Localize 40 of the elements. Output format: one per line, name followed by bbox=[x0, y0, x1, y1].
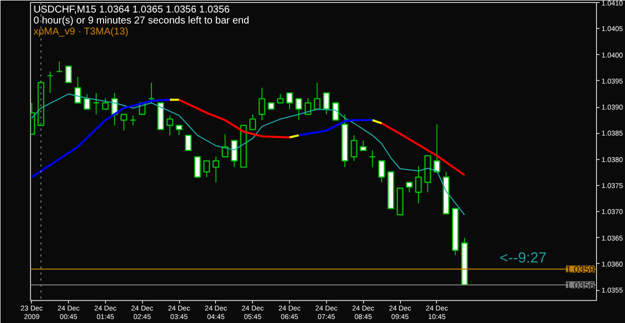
ref-line-label: 1.0359 bbox=[566, 264, 594, 275]
text: 0 hour(s) or 9 minutes 27 seconds left to bar end bbox=[34, 16, 250, 26]
candlestick bbox=[314, 82, 321, 110]
candlestick bbox=[74, 76, 82, 104]
candlestick bbox=[176, 124, 182, 136]
candlestick bbox=[378, 160, 386, 183]
candlestick bbox=[369, 150, 376, 168]
candlestick bbox=[286, 92, 293, 110]
line-series bbox=[31, 93, 466, 216]
candlestick bbox=[194, 156, 201, 178]
candlestick bbox=[258, 87, 266, 121]
candlestick bbox=[415, 166, 422, 204]
candlestick bbox=[65, 66, 72, 84]
candlestick bbox=[434, 124, 440, 172]
candlestick bbox=[295, 98, 302, 121]
candlestick bbox=[184, 134, 192, 152]
candlestick bbox=[350, 134, 358, 162]
candlestick bbox=[230, 140, 238, 168]
candlestick bbox=[332, 102, 339, 121]
candlestick bbox=[120, 114, 128, 132]
candlestick bbox=[406, 182, 413, 193]
candlestick bbox=[148, 82, 155, 104]
annotation: <--9:27 bbox=[500, 250, 547, 266]
candlestick bbox=[212, 156, 220, 183]
ref-line-label: 1.0356 bbox=[566, 280, 594, 290]
candlestick bbox=[102, 98, 109, 110]
candlestick bbox=[249, 114, 256, 130]
candlestick bbox=[222, 134, 228, 158]
candlestick bbox=[56, 61, 63, 72]
candlestick bbox=[130, 114, 136, 126]
annotation: xpMA_v9 · T3MA(13) bbox=[34, 26, 128, 38]
chart-title: USDCHF,M15 1.0364 1.0365 1.0356 1.0356 bbox=[34, 4, 230, 16]
candlestick bbox=[84, 93, 90, 110]
candlestick bbox=[203, 160, 210, 178]
candlestick bbox=[166, 114, 174, 136]
candlestick bbox=[46, 71, 54, 94]
candlestick bbox=[304, 98, 312, 115]
candlestick bbox=[92, 92, 100, 115]
candlestick bbox=[360, 140, 367, 152]
candlestick bbox=[323, 92, 330, 115]
